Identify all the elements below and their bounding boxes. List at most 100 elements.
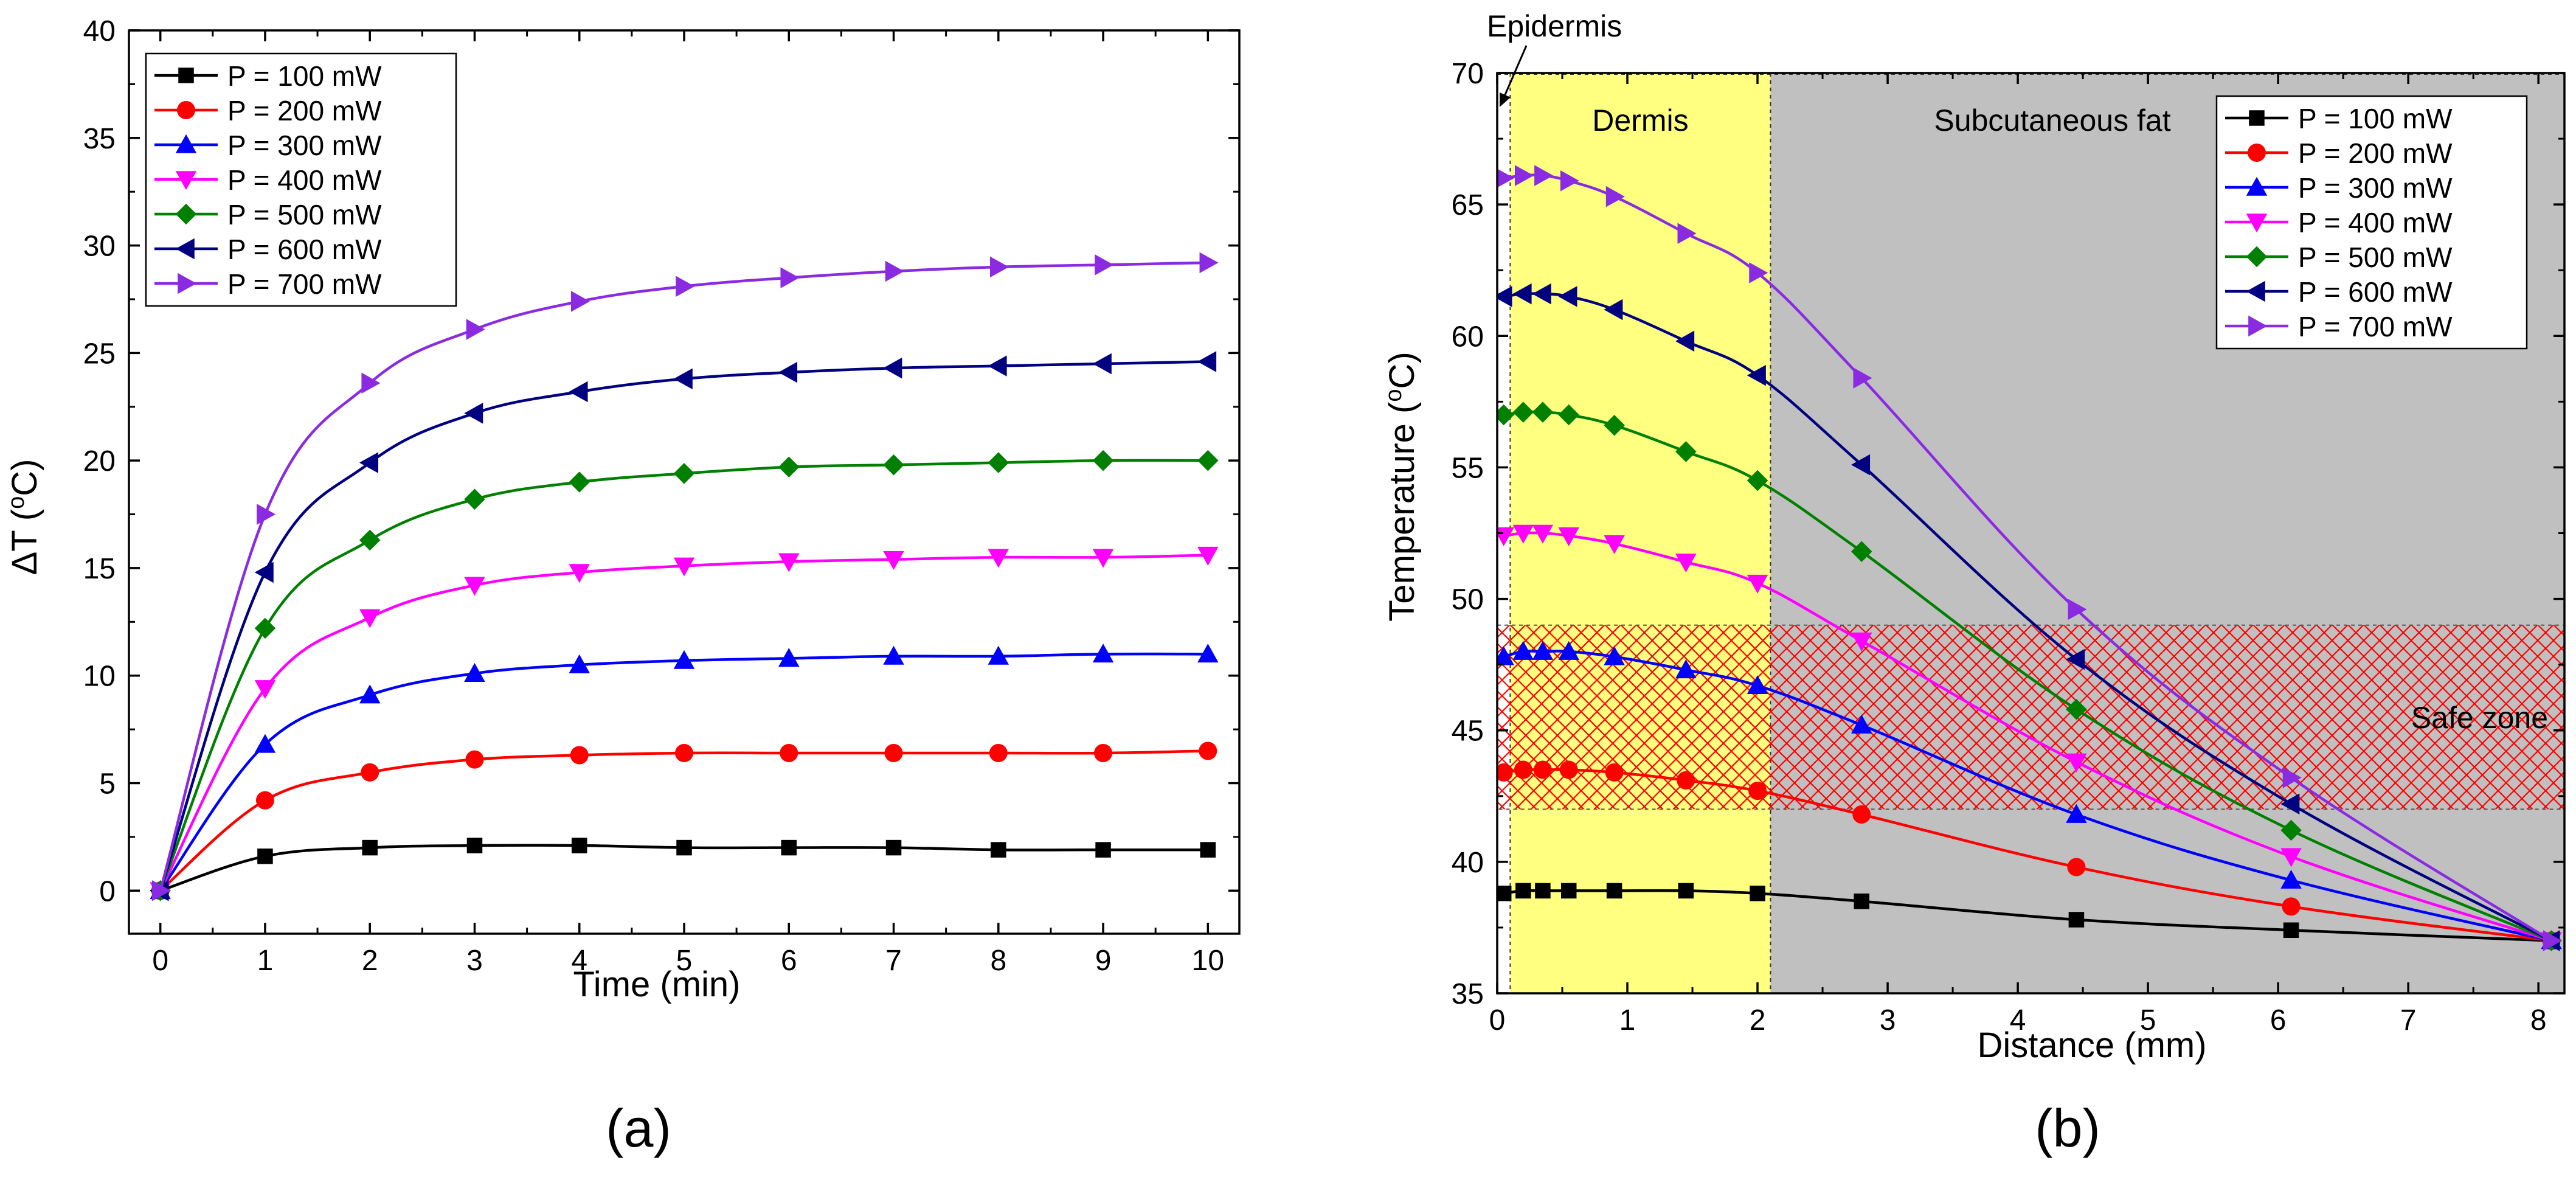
data-point-700mw-7 xyxy=(1853,367,1872,389)
legend-entry: P = 100 mW xyxy=(2298,103,2453,134)
data-point-400mw-7 xyxy=(1851,632,1872,651)
safe-zone xyxy=(1497,624,2565,810)
data-point-500mw-10 xyxy=(1197,450,1219,471)
data-point-700mw-5 xyxy=(676,276,695,297)
legend-marker xyxy=(2249,110,2265,126)
data-point-500mw-7 xyxy=(883,454,904,476)
data-point-200mw-7 xyxy=(884,744,903,762)
data-point-100mw-9 xyxy=(1095,842,1111,858)
data-point-300mw-3 xyxy=(464,662,485,682)
y-tick-label: 10 xyxy=(83,661,116,693)
data-point-200mw-4 xyxy=(1605,763,1624,782)
data-point-500mw-8 xyxy=(988,452,1009,473)
legend-marker xyxy=(175,238,195,260)
data-point-700mw-2 xyxy=(1534,165,1554,186)
y-axis-label-b-main: Temperature ( xyxy=(1382,402,1422,622)
data-point-400mw-1 xyxy=(1512,524,1534,544)
data-point-100mw-7 xyxy=(1854,893,1870,909)
data-point-400mw-8 xyxy=(2066,753,2087,773)
legend-marker xyxy=(178,68,194,83)
data-point-100mw-5 xyxy=(676,839,692,856)
panel-label-a: (a) xyxy=(606,1098,671,1158)
data-point-400mw-0 xyxy=(1497,527,1514,547)
y-tick-label: 50 xyxy=(1452,584,1484,616)
y-tick-label: 0 xyxy=(99,875,116,908)
data-point-700mw-3 xyxy=(466,319,485,340)
data-point-500mw-4 xyxy=(1604,415,1625,436)
data-point-200mw-10 xyxy=(1199,741,1217,760)
legend-entry: P = 300 mW xyxy=(227,130,382,161)
y-tick-label: 45 xyxy=(1452,715,1484,748)
data-point-300mw-0 xyxy=(1497,646,1514,665)
panel-label-b: (b) xyxy=(2035,1098,2100,1158)
data-point-500mw-9 xyxy=(2280,819,2302,841)
x-tick-label: 7 xyxy=(2400,1004,2417,1036)
data-point-100mw-4 xyxy=(571,838,587,853)
data-point-600mw-2 xyxy=(1532,283,1551,305)
legend-entry: P = 500 mW xyxy=(227,199,382,231)
data-point-500mw-1 xyxy=(254,617,276,639)
data-point-100mw-8 xyxy=(2068,912,2085,928)
y-tick-label: 35 xyxy=(83,123,116,155)
legend-marker xyxy=(177,101,195,119)
data-point-400mw-5 xyxy=(673,557,695,577)
legend-marker xyxy=(2246,246,2268,268)
y-tick-label: 30 xyxy=(83,231,116,263)
x-tick-label: 6 xyxy=(2270,1004,2287,1036)
x-axis-label-a: Time (min) xyxy=(573,965,741,1004)
legend-marker xyxy=(178,273,197,294)
legend-entry: P = 700 mW xyxy=(2298,311,2453,342)
data-point-200mw-6 xyxy=(780,744,798,762)
data-point-500mw-9 xyxy=(1092,450,1114,471)
data-point-700mw-10 xyxy=(2543,930,2562,951)
data-point-500mw-0 xyxy=(1497,404,1514,426)
data-point-100mw-6 xyxy=(781,839,797,856)
y-tick-label: 35 xyxy=(1452,978,1484,1010)
legend-entry: P = 600 mW xyxy=(227,234,382,265)
data-point-500mw-5 xyxy=(1675,441,1697,462)
data-point-600mw-8 xyxy=(2066,648,2085,670)
data-point-400mw-9 xyxy=(2280,848,2302,867)
data-point-100mw-2 xyxy=(1535,883,1551,899)
data-point-300mw-2 xyxy=(359,684,381,704)
series-line-600mw xyxy=(1503,292,2552,942)
data-point-400mw-8 xyxy=(988,549,1009,568)
x-tick-label: 10 xyxy=(1192,945,1224,977)
data-point-400mw-3 xyxy=(1558,527,1579,547)
series-line-400mw xyxy=(159,554,1208,892)
data-point-300mw-4 xyxy=(1604,646,1625,665)
data-point-600mw-1 xyxy=(1512,283,1532,305)
y-tick-label: 5 xyxy=(99,768,116,800)
data-point-400mw-6 xyxy=(1747,574,1768,594)
chart-b: Dermis Subcutaneous fat 0 1 2 3 4 5 6 7 835404550… xyxy=(1381,9,2566,1158)
y-axis-label-a-sup: o xyxy=(4,496,29,509)
safe-zone-label: Safe zone xyxy=(2411,701,2548,735)
series-line-700mw xyxy=(159,261,1208,891)
legend-marker xyxy=(2248,315,2268,337)
x-axis-label-b: Distance (mm) xyxy=(1977,1026,2206,1065)
data-point-300mw-7 xyxy=(883,645,904,665)
data-point-600mw-9 xyxy=(2280,793,2300,815)
data-point-500mw-2 xyxy=(1532,401,1554,423)
data-point-300mw-10 xyxy=(1197,644,1219,663)
data-point-100mw-3 xyxy=(466,838,483,853)
data-point-700mw-2 xyxy=(361,372,381,394)
epidermis-arrowhead xyxy=(1500,92,1511,107)
data-point-600mw-5 xyxy=(673,368,693,390)
data-point-200mw-1 xyxy=(1514,760,1532,779)
data-point-600mw-6 xyxy=(1747,364,1766,386)
data-point-400mw-2 xyxy=(1532,524,1554,544)
data-point-700mw-8 xyxy=(2068,599,2087,620)
data-point-200mw-0 xyxy=(1497,763,1513,782)
x-tick-label: 5 xyxy=(676,945,693,977)
x-tick-label: 9 xyxy=(1095,945,1112,977)
x-tick-label: 0 xyxy=(1489,1004,1506,1036)
y-tick-label: 60 xyxy=(1452,321,1484,353)
legend-entry: P = 200 mW xyxy=(227,95,382,127)
y-tick-label: 40 xyxy=(83,15,116,47)
data-point-200mw-2 xyxy=(361,763,379,782)
legend-marker xyxy=(2246,214,2268,233)
data-point-500mw-3 xyxy=(1558,404,1579,426)
x-tick-label: 3 xyxy=(1880,1004,1896,1036)
data-point-700mw-6 xyxy=(780,267,800,288)
